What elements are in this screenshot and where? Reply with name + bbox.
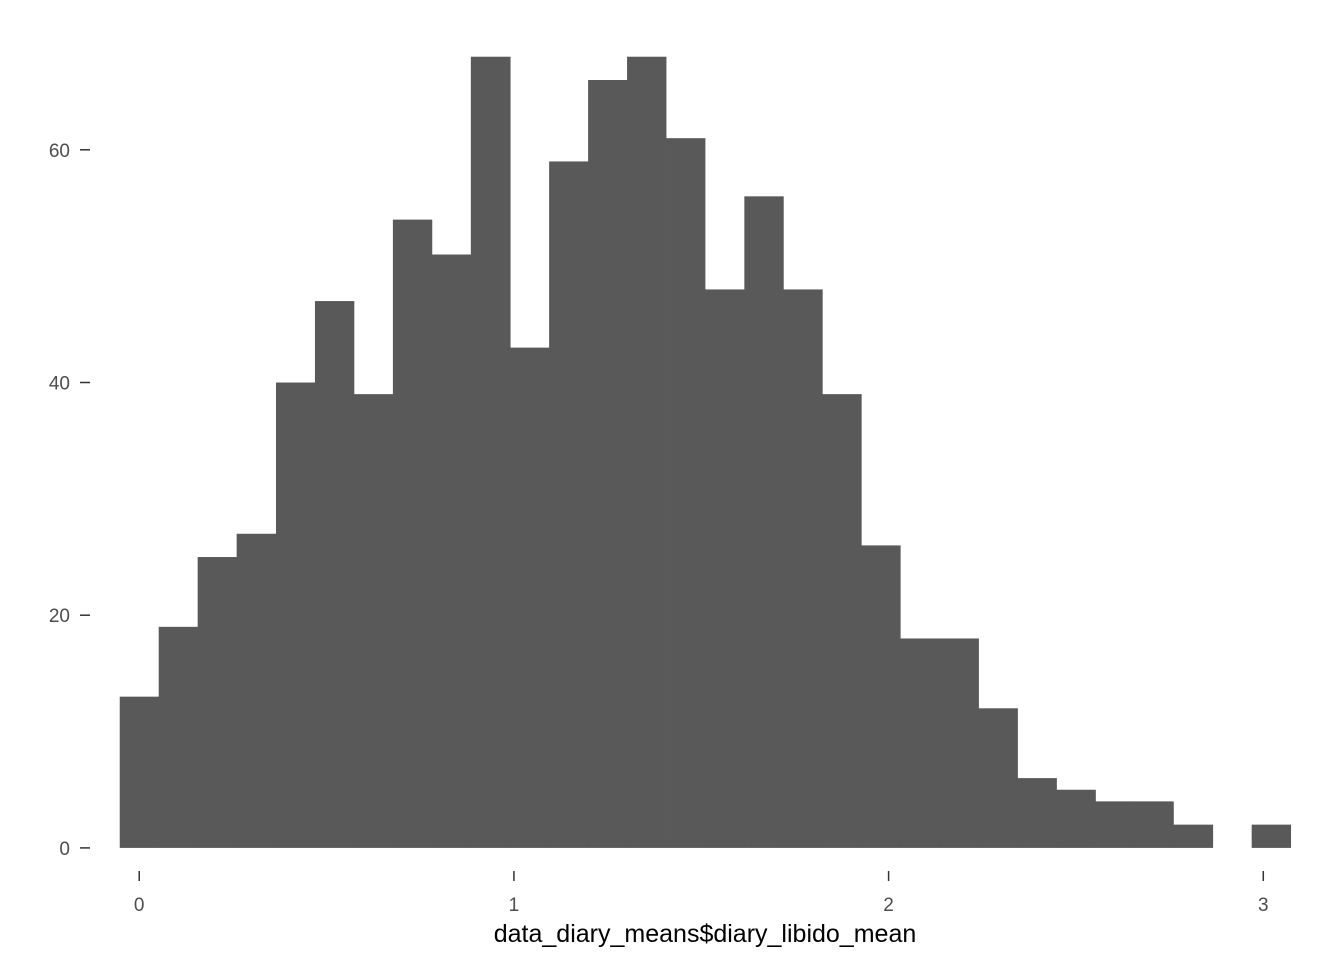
x-axis: 0 1 2 3 <box>134 871 1269 916</box>
x-axis-title: data_diary_means$diary_libido_mean <box>494 920 917 948</box>
y-axis: 0 20 40 60 <box>49 141 90 860</box>
histogram-bar-25 <box>1095 801 1135 848</box>
histogram-bar-17 <box>783 289 823 848</box>
histogram-bar-27 <box>1173 824 1214 848</box>
y-tick-label-0: 0 <box>59 839 70 860</box>
histogram-bar-20 <box>900 638 940 848</box>
histogram-bar-19 <box>861 545 901 848</box>
y-tick-label-1: 20 <box>49 606 70 627</box>
histogram-bar-14 <box>666 138 706 848</box>
x-tick-label-1: 1 <box>509 895 520 916</box>
histogram-bar-10 <box>510 347 550 848</box>
histogram-bar-22 <box>978 708 1018 848</box>
x-tick-label-3: 3 <box>1258 895 1269 916</box>
histogram-bar-11 <box>549 161 589 848</box>
y-tick-label-2: 40 <box>49 374 70 395</box>
histogram-bar-5 <box>314 301 355 848</box>
histogram-bar-18 <box>822 394 862 848</box>
histogram-bar-4 <box>275 382 316 848</box>
histogram-bar-29 <box>1251 824 1292 848</box>
histogram-bar-12 <box>588 79 628 848</box>
x-tick-label-0: 0 <box>134 895 145 916</box>
histogram-bar-9 <box>470 56 511 848</box>
histogram-bar-16 <box>744 196 784 848</box>
histogram-bar-26 <box>1134 801 1174 848</box>
histogram-bar-8 <box>431 254 472 848</box>
histogram-bar-7 <box>392 219 433 848</box>
x-tick-label-2: 2 <box>883 895 894 916</box>
histogram-bars <box>119 56 1292 848</box>
histogram-bar-21 <box>939 638 979 848</box>
histogram-bar-13 <box>627 56 667 848</box>
histogram-bar-24 <box>1056 789 1096 848</box>
histogram-bar-6 <box>353 394 394 848</box>
y-tick-label-3: 60 <box>49 141 70 162</box>
histogram-bar-2 <box>197 557 238 848</box>
histogram-bar-15 <box>705 289 745 848</box>
histogram-bar-0 <box>119 696 160 848</box>
histogram-bar-1 <box>158 626 199 848</box>
histogram-bar-3 <box>236 533 277 848</box>
histogram-bar-23 <box>1017 778 1057 848</box>
